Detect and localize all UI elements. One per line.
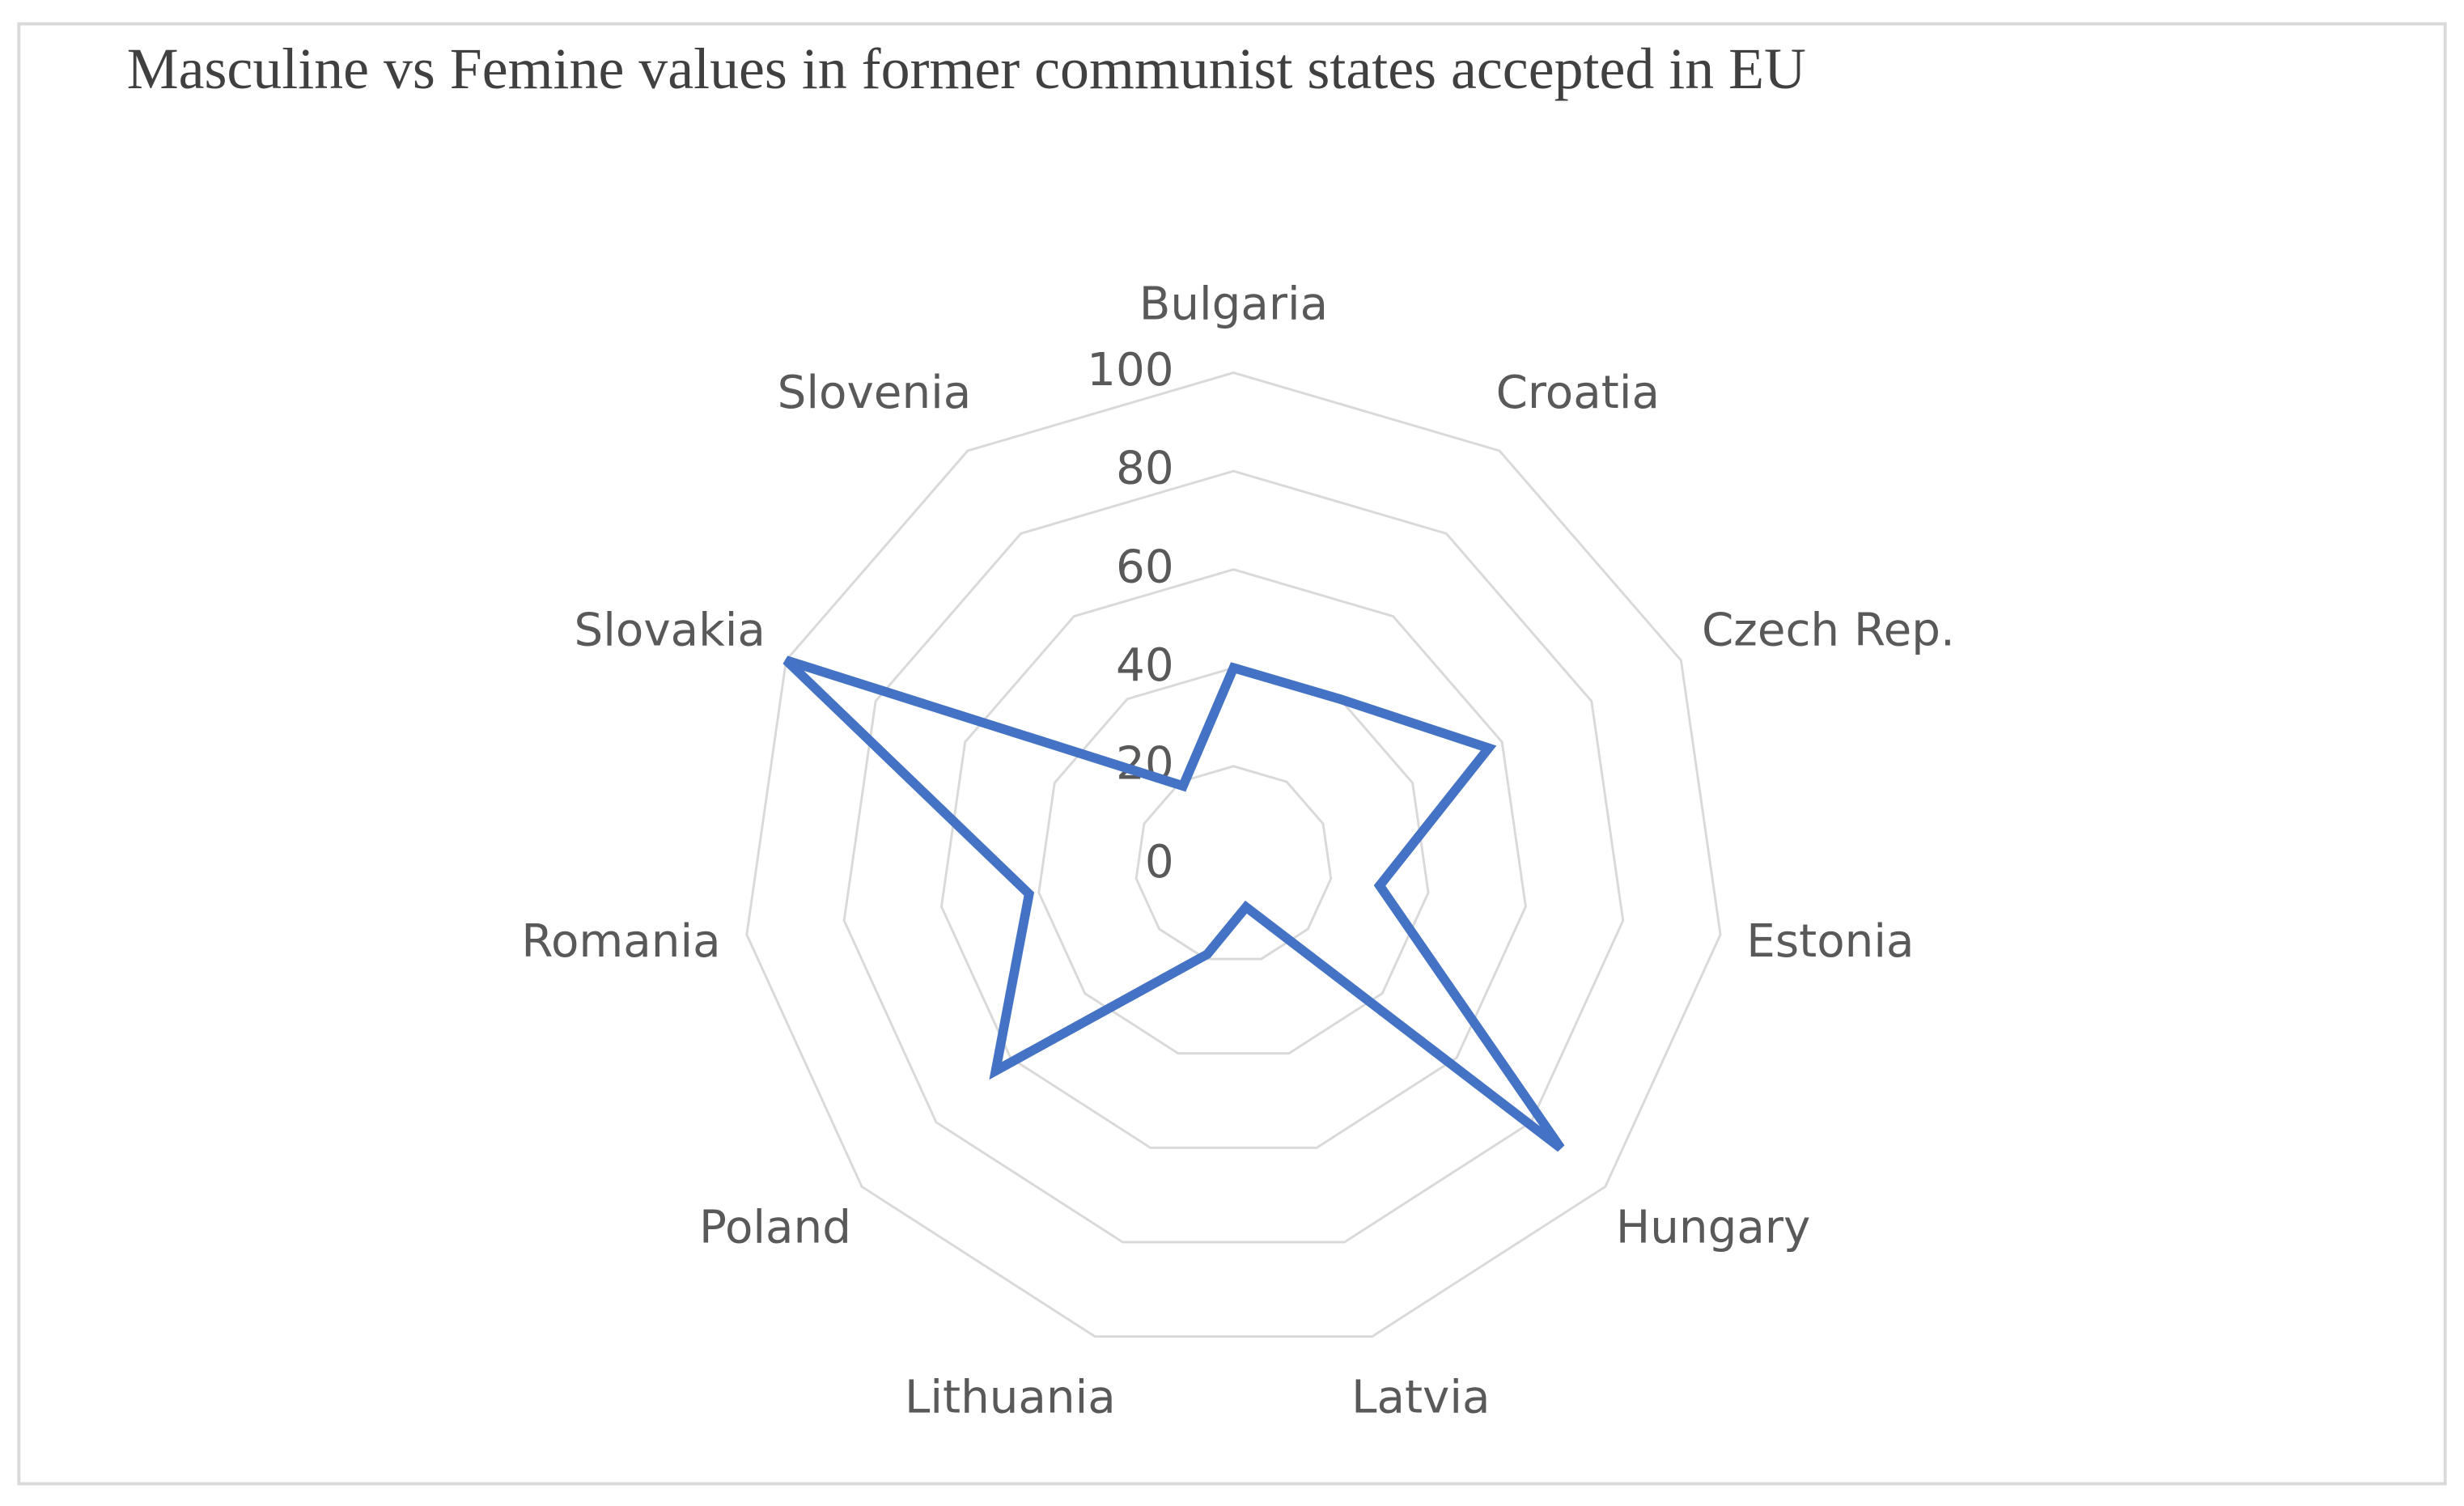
category-label: Slovakia (575, 605, 765, 657)
grid-ring (1134, 765, 1333, 961)
category-label: Estonia (1746, 915, 1914, 968)
category-label: Poland (699, 1201, 851, 1254)
category-label: Romania (521, 915, 720, 968)
category-label: Croatia (1496, 367, 1660, 419)
r-tick-label: 40 (1116, 639, 1174, 692)
radar-line (782, 655, 1565, 1152)
category-label: Czech Rep. (1702, 605, 1955, 657)
r-tick-label: 0 (1145, 836, 1174, 889)
grid-ring (842, 469, 1625, 1244)
r-tick-label: 100 (1087, 344, 1173, 397)
category-label: Bulgaria (1139, 278, 1328, 331)
grid-ring (1037, 666, 1430, 1055)
category-label: Latvia (1351, 1371, 1490, 1423)
chart-title: Masculine vs Femine values in former com… (126, 37, 1806, 103)
r-tick-label: 60 (1116, 541, 1174, 593)
chart-frame (17, 22, 2447, 1486)
category-label: Slovenia (778, 367, 972, 419)
r-tick-label: 80 (1116, 443, 1174, 495)
grid-ring (745, 371, 1722, 1338)
category-label: Lithuania (905, 1371, 1116, 1423)
title-box: Masculine vs Femine values in former com… (126, 37, 1806, 103)
category-label: Hungary (1616, 1201, 1810, 1254)
